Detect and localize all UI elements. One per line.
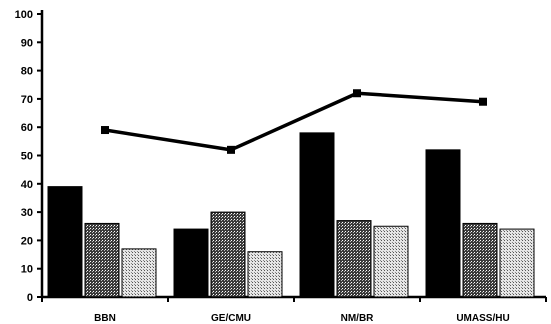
- line-series-group: [101, 89, 487, 154]
- bar-solid-black: [425, 149, 461, 298]
- y-tick-label: 70: [21, 94, 33, 106]
- line-series: [104, 91, 484, 152]
- y-tick-label: 90: [21, 37, 33, 49]
- x-axis: BBN GE/CMU NM/BR UMASS/HU: [41, 295, 547, 324]
- bar-light-stipple: [247, 251, 283, 298]
- y-tick-label: 80: [21, 66, 33, 78]
- bar-light-stipple: [121, 248, 157, 298]
- x-category-label: NM/BR: [341, 313, 375, 324]
- y-axis: 0 10 20 30 40 50 60 70 80 90 100: [15, 9, 44, 304]
- line-point-marker: [227, 145, 235, 154]
- line-point-marker: [353, 89, 361, 98]
- bar-solid-black: [47, 186, 83, 298]
- bars-group: [47, 132, 535, 298]
- y-tick-label: 50: [21, 151, 33, 163]
- y-tick-label: 100: [15, 9, 33, 21]
- y-tick-label: 10: [21, 264, 33, 276]
- bar-dark-stipple: [336, 220, 372, 298]
- bar-dark-stipple: [210, 211, 246, 298]
- line-point-marker: [479, 97, 487, 106]
- x-category-label: BBN: [94, 313, 116, 324]
- bar-light-stipple: [373, 225, 409, 298]
- y-tick-label: 30: [21, 207, 33, 219]
- bar-solid-black: [299, 132, 335, 298]
- y-tick-label: 20: [21, 235, 33, 247]
- y-tick-label: 40: [21, 179, 33, 191]
- x-category-label: GE/CMU: [211, 313, 251, 324]
- bar-dark-stipple: [84, 222, 120, 298]
- x-category-label: UMASS/HU: [456, 313, 509, 324]
- y-tick-label: 0: [27, 292, 33, 304]
- line-point-marker: [101, 126, 109, 135]
- y-tick-label: 60: [21, 122, 33, 134]
- bar-light-stipple: [499, 228, 535, 298]
- bar-dark-stipple: [462, 222, 498, 298]
- bar-solid-black: [173, 228, 209, 298]
